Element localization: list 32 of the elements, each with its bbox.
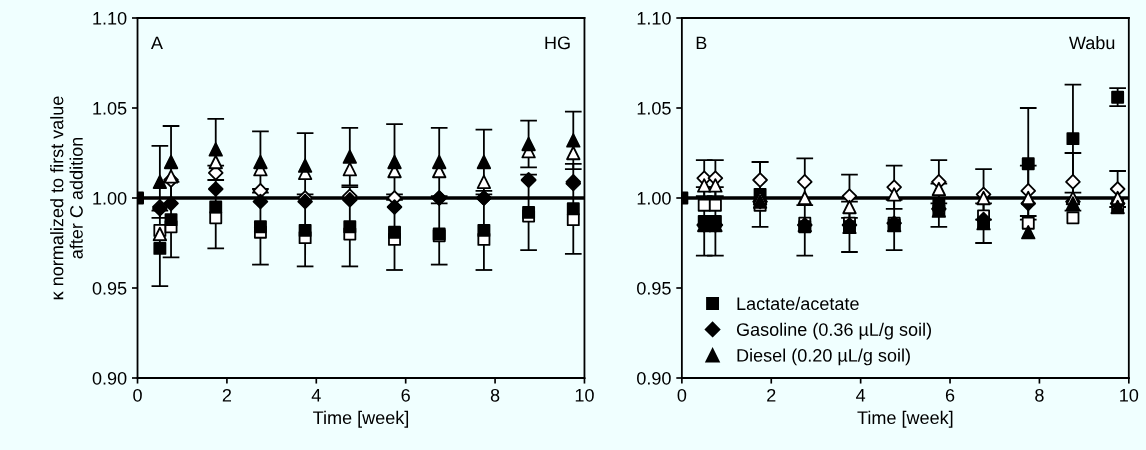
y-axis-title: κ normalized to first value after C addition xyxy=(50,96,83,300)
x-axis-title: Time [week] xyxy=(313,410,409,428)
x-tick-label: 8 xyxy=(1035,388,1044,402)
annotation: A xyxy=(150,36,163,50)
x-tick-label: 10 xyxy=(1120,388,1139,402)
x-tick-label: 2 xyxy=(222,388,232,402)
legend-label: Diesel (0.20 µL/g soil) xyxy=(737,348,910,366)
x-tick-label: 4 xyxy=(311,389,321,402)
y-tick-label: 1.10 xyxy=(93,11,127,25)
x-tick-label: 10 xyxy=(575,388,594,402)
y-tick-label: 0.95 xyxy=(637,281,671,295)
y-tick-label: 1.10 xyxy=(637,11,671,25)
x-axis-title: Time [week] xyxy=(857,410,953,428)
annotation: Wabu xyxy=(1068,36,1115,50)
y-tick-label: 1.00 xyxy=(637,191,671,205)
x-tick-label: 4 xyxy=(856,389,866,402)
y-tick-label: 1.05 xyxy=(637,101,671,115)
annotation: HG xyxy=(545,36,570,50)
x-tick-label: 0 xyxy=(677,388,687,402)
legend-label: Lactate/acetate xyxy=(737,296,859,311)
y-tick-label: 0.95 xyxy=(92,281,127,295)
y-tick-label: 1.05 xyxy=(93,101,127,115)
x-tick-label: 6 xyxy=(401,388,410,402)
y-tick-label: 0.90 xyxy=(637,371,671,385)
x-tick-label: 2 xyxy=(767,388,776,402)
x-tick-label: 8 xyxy=(490,388,500,402)
y-tick-label: 1.00 xyxy=(93,191,127,205)
x-tick-label: 0 xyxy=(133,388,142,402)
annotation: B xyxy=(696,36,707,50)
y-tick-label: 0.90 xyxy=(92,371,127,385)
legend-label: Gasoline (0.36 µL/g soil) xyxy=(736,322,931,340)
x-tick-label: 6 xyxy=(945,388,955,402)
